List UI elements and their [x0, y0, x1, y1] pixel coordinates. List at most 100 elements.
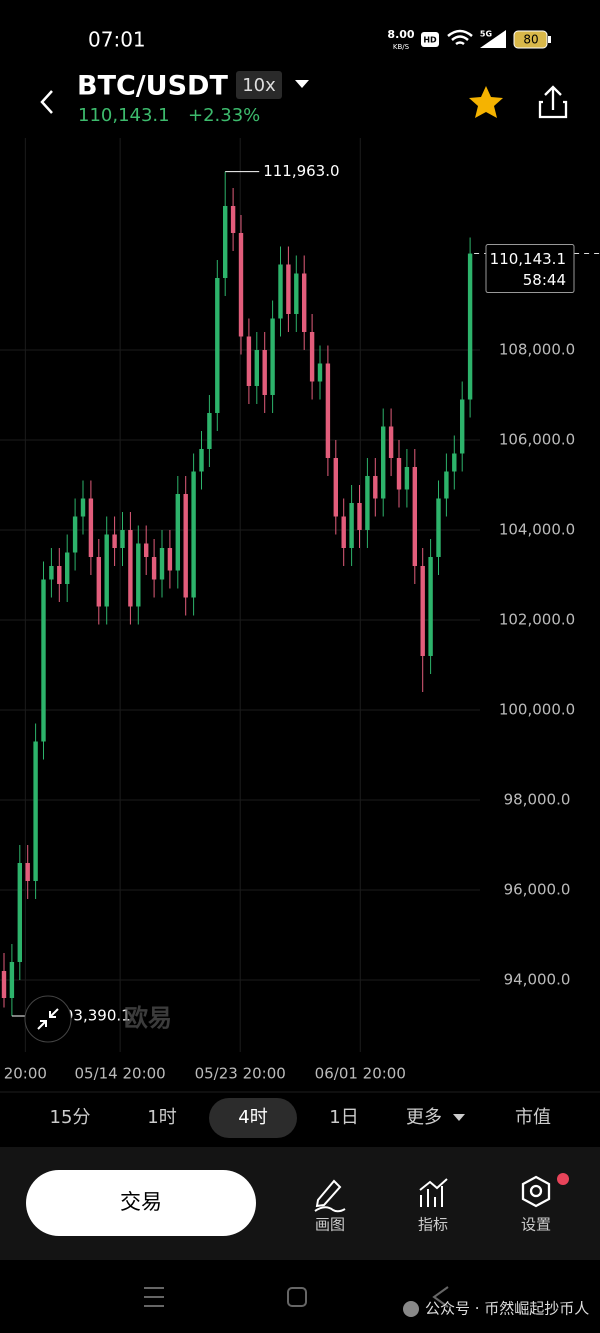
timeframe-tab[interactable]: 更多 [406, 1107, 442, 1128]
candle-body [341, 516, 346, 548]
candle-body [246, 336, 252, 386]
x-tick-label: 05/23 20:00 [195, 1065, 286, 1083]
y-tick-label: 98,000.0 [504, 790, 571, 808]
candle-body [365, 475, 370, 530]
selected-tab-bg [209, 1098, 297, 1138]
candle-body [96, 556, 101, 607]
candle-body [388, 426, 394, 458]
battery [513, 30, 548, 49]
candle-body [112, 534, 117, 548]
candle-body [1, 970, 7, 998]
candle-body [151, 556, 157, 580]
candle-body [191, 471, 196, 598]
watermark: 欧易 [124, 1004, 172, 1032]
candle-body [215, 277, 220, 413]
settings-icon[interactable] [521, 1175, 551, 1208]
settings-icon-center [529, 1184, 543, 1198]
pair-dropdown[interactable] [295, 80, 309, 88]
candle-body [80, 498, 86, 517]
candle-body [325, 363, 331, 458]
candle-body [104, 534, 109, 607]
leverage: 10x [242, 75, 276, 96]
candle-body [159, 547, 165, 580]
nav-home[interactable] [287, 1287, 307, 1307]
draw-label: 画图 [315, 1216, 345, 1234]
candle-body [333, 457, 338, 517]
y-tick-label: 108,000.0 [499, 340, 575, 358]
signal-icon [480, 30, 506, 48]
candle-body [420, 565, 425, 656]
high-label: 111,963.0 [263, 162, 339, 180]
wifi-icon [447, 29, 473, 46]
candle-body [460, 399, 465, 454]
candle-body [262, 349, 267, 395]
trade-label: 交易 [120, 1190, 162, 1214]
battery-level: 80 [523, 33, 538, 47]
collapse-button[interactable] [24, 995, 72, 1043]
last-price: 110,143.1 [78, 105, 170, 126]
timeframe-tab[interactable]: 市值 [515, 1107, 551, 1128]
favorite-star[interactable] [469, 86, 503, 118]
clock: 07:01 [88, 28, 146, 52]
candle-body [207, 412, 212, 449]
y-tick-label: 94,000.0 [504, 970, 571, 988]
timeframe-tab[interactable]: 15分 [50, 1107, 91, 1128]
candle-body [404, 466, 410, 490]
candle-body [286, 264, 291, 314]
x-tick-label: 05/14 20:00 [75, 1065, 166, 1083]
indicator-icon[interactable] [419, 1178, 448, 1207]
candle-body [428, 556, 433, 656]
candle-body [309, 331, 315, 382]
y-tick-label: 106,000.0 [499, 430, 575, 448]
net-speed: 8.00 [387, 28, 414, 41]
candle-body [175, 493, 180, 571]
back-button[interactable] [40, 90, 53, 114]
last-price-label: 110,143.1 [490, 250, 566, 268]
candle-body [128, 529, 133, 607]
candle-body [436, 498, 441, 557]
candle-body [17, 862, 22, 962]
candle-body [65, 552, 70, 584]
timeframe-tab[interactable]: 4时 [238, 1107, 267, 1128]
candle-body [467, 253, 473, 400]
draw-icon[interactable] [314, 1179, 346, 1213]
y-tick-label: 100,000.0 [499, 700, 575, 718]
candle-body [183, 493, 188, 598]
candle-body [25, 862, 30, 881]
x-tick-label: 20:00 [4, 1065, 47, 1083]
candle-body [41, 579, 46, 742]
nav-menu[interactable] [144, 1287, 164, 1307]
candle-body [230, 205, 236, 233]
settings-label: 设置 [521, 1216, 551, 1234]
countdown: 58:44 [523, 271, 566, 289]
battery-tip [548, 36, 551, 43]
candle-body [120, 529, 125, 548]
share-button[interactable] [538, 85, 568, 119]
candle-body [381, 426, 386, 499]
leverage-badge[interactable] [236, 71, 282, 99]
timeframe-tab[interactable]: 1日 [329, 1107, 358, 1128]
candle-body [254, 349, 259, 386]
nav-back[interactable] [432, 1286, 449, 1308]
candle-body [357, 502, 362, 530]
candle-body [349, 502, 354, 548]
pair[interactable]: BTC/USDT [77, 71, 228, 102]
candle-body [317, 363, 323, 382]
candle-body [136, 543, 141, 607]
candle-body [72, 516, 78, 553]
candle-body [9, 961, 15, 998]
timeframe-tabs: 15分 1时 4时 1日 更多 市值 [50, 1107, 551, 1128]
last-price-box [485, 244, 575, 294]
network-type: 5G [480, 30, 492, 39]
candle-body [270, 318, 275, 395]
candle-body [33, 741, 38, 881]
more-dropdown[interactable] [453, 1114, 465, 1121]
candle-body [396, 457, 402, 490]
candle-body [199, 448, 204, 472]
trade-button[interactable] [26, 1170, 256, 1236]
candle-body [223, 205, 228, 278]
candle-body [49, 565, 54, 580]
net-speed-unit: KB/S [393, 43, 410, 51]
timeframe-tab[interactable]: 1时 [147, 1107, 176, 1128]
